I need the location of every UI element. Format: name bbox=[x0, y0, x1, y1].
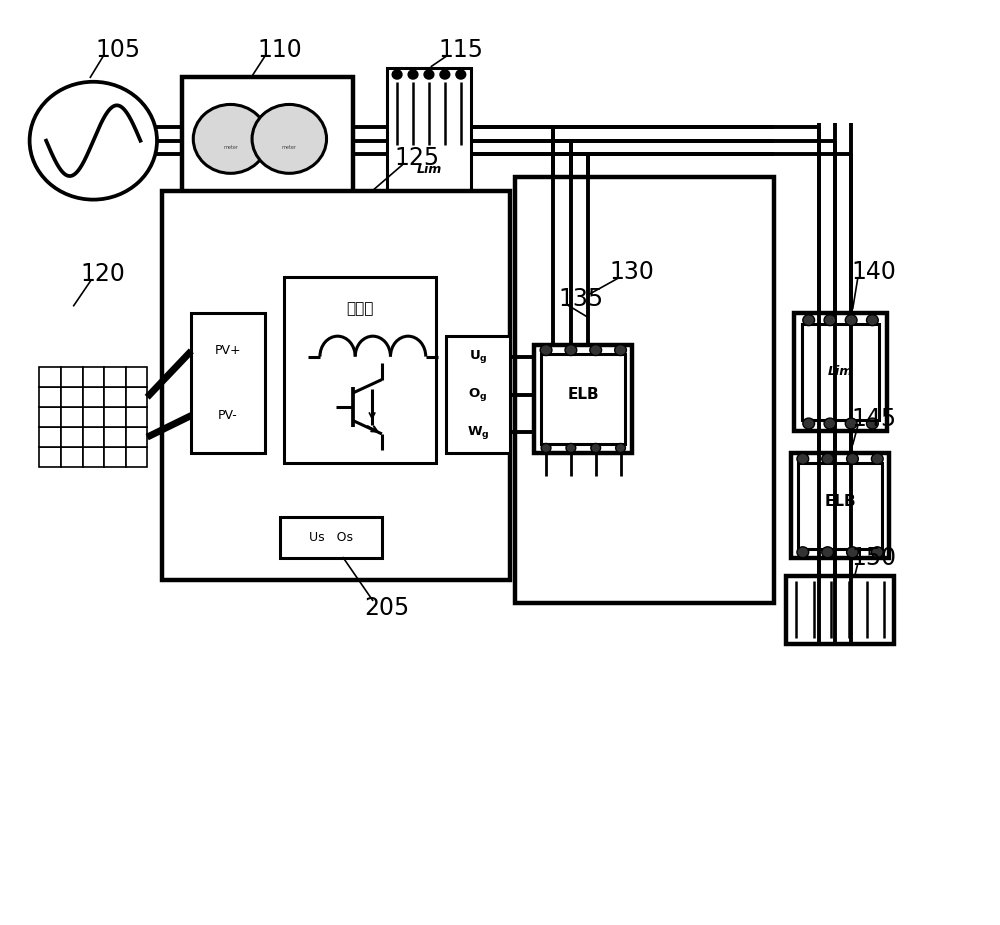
Bar bbox=[798, 462, 882, 549]
Circle shape bbox=[424, 70, 434, 79]
Bar bbox=[162, 191, 510, 580]
Text: 130: 130 bbox=[610, 260, 655, 284]
Circle shape bbox=[615, 345, 626, 355]
Text: Lim: Lim bbox=[828, 365, 853, 378]
Circle shape bbox=[252, 105, 327, 173]
Bar bbox=[446, 336, 510, 453]
Bar bbox=[126, 388, 147, 407]
Bar bbox=[104, 388, 126, 407]
Bar bbox=[39, 388, 61, 407]
Bar bbox=[191, 313, 265, 453]
Text: 115: 115 bbox=[438, 38, 483, 62]
Text: meter: meter bbox=[282, 145, 297, 151]
Circle shape bbox=[847, 453, 858, 464]
Text: 105: 105 bbox=[95, 38, 140, 62]
Bar bbox=[39, 427, 61, 447]
Circle shape bbox=[867, 314, 878, 326]
Circle shape bbox=[440, 70, 450, 79]
Bar bbox=[794, 313, 887, 431]
Bar bbox=[126, 427, 147, 447]
Text: meter: meter bbox=[223, 145, 238, 151]
Bar bbox=[39, 447, 61, 467]
Text: 135: 135 bbox=[559, 288, 604, 312]
Bar bbox=[39, 407, 61, 427]
Text: ELB: ELB bbox=[824, 494, 856, 509]
Circle shape bbox=[803, 314, 815, 326]
Bar bbox=[61, 407, 83, 427]
Text: $\mathbf{U_g}$: $\mathbf{U_g}$ bbox=[469, 349, 487, 365]
Circle shape bbox=[871, 547, 883, 558]
Bar bbox=[280, 517, 382, 558]
Circle shape bbox=[803, 418, 815, 429]
Bar bbox=[182, 77, 353, 200]
Text: 145: 145 bbox=[852, 407, 897, 431]
Circle shape bbox=[822, 547, 834, 558]
Circle shape bbox=[193, 105, 268, 173]
Bar bbox=[208, 117, 253, 130]
Bar bbox=[61, 388, 83, 407]
Text: $\mathbf{W_g}$: $\mathbf{W_g}$ bbox=[467, 424, 489, 440]
Circle shape bbox=[566, 443, 576, 452]
Text: 205: 205 bbox=[365, 596, 410, 620]
Text: 150: 150 bbox=[852, 546, 897, 570]
Text: ELB: ELB bbox=[567, 387, 599, 402]
Bar bbox=[791, 453, 889, 558]
Text: 120: 120 bbox=[81, 262, 126, 286]
Bar bbox=[104, 427, 126, 447]
Circle shape bbox=[392, 70, 402, 79]
Circle shape bbox=[845, 314, 857, 326]
Circle shape bbox=[565, 345, 577, 355]
Circle shape bbox=[541, 443, 551, 452]
Bar bbox=[104, 407, 126, 427]
Bar bbox=[515, 177, 774, 603]
Text: Us   Os: Us Os bbox=[309, 531, 353, 544]
Circle shape bbox=[540, 345, 552, 355]
Circle shape bbox=[456, 70, 466, 79]
Bar bbox=[802, 324, 879, 420]
Circle shape bbox=[590, 345, 602, 355]
Bar bbox=[83, 427, 104, 447]
Circle shape bbox=[847, 547, 858, 558]
Circle shape bbox=[591, 443, 601, 452]
Circle shape bbox=[616, 443, 625, 452]
Circle shape bbox=[845, 418, 857, 429]
Circle shape bbox=[824, 418, 836, 429]
Bar bbox=[126, 407, 147, 427]
Circle shape bbox=[822, 453, 834, 464]
Bar bbox=[61, 427, 83, 447]
Text: PV-: PV- bbox=[218, 409, 238, 422]
Bar bbox=[284, 277, 436, 462]
Bar bbox=[61, 367, 83, 388]
Bar bbox=[83, 407, 104, 427]
Text: $\mathbf{O_g}$: $\mathbf{O_g}$ bbox=[468, 386, 488, 403]
Bar bbox=[126, 367, 147, 388]
Text: 110: 110 bbox=[257, 38, 302, 62]
Bar bbox=[83, 388, 104, 407]
Circle shape bbox=[871, 453, 883, 464]
Bar bbox=[387, 68, 471, 209]
Bar bbox=[61, 447, 83, 467]
Bar bbox=[104, 367, 126, 388]
Bar bbox=[541, 353, 625, 444]
Bar bbox=[534, 345, 632, 453]
Bar bbox=[786, 575, 894, 644]
Text: 140: 140 bbox=[852, 260, 897, 284]
Bar bbox=[126, 447, 147, 467]
Bar bbox=[267, 117, 312, 130]
Circle shape bbox=[797, 547, 809, 558]
Text: 逆变器: 逆变器 bbox=[347, 301, 374, 315]
Bar bbox=[104, 447, 126, 467]
Circle shape bbox=[824, 314, 836, 326]
Circle shape bbox=[867, 418, 878, 429]
Bar bbox=[83, 447, 104, 467]
Circle shape bbox=[797, 453, 809, 464]
Text: PV+: PV+ bbox=[215, 344, 241, 357]
Text: Lim: Lim bbox=[416, 163, 442, 176]
Bar bbox=[39, 367, 61, 388]
Bar bbox=[83, 367, 104, 388]
Circle shape bbox=[408, 70, 418, 79]
Text: 125: 125 bbox=[394, 146, 439, 170]
